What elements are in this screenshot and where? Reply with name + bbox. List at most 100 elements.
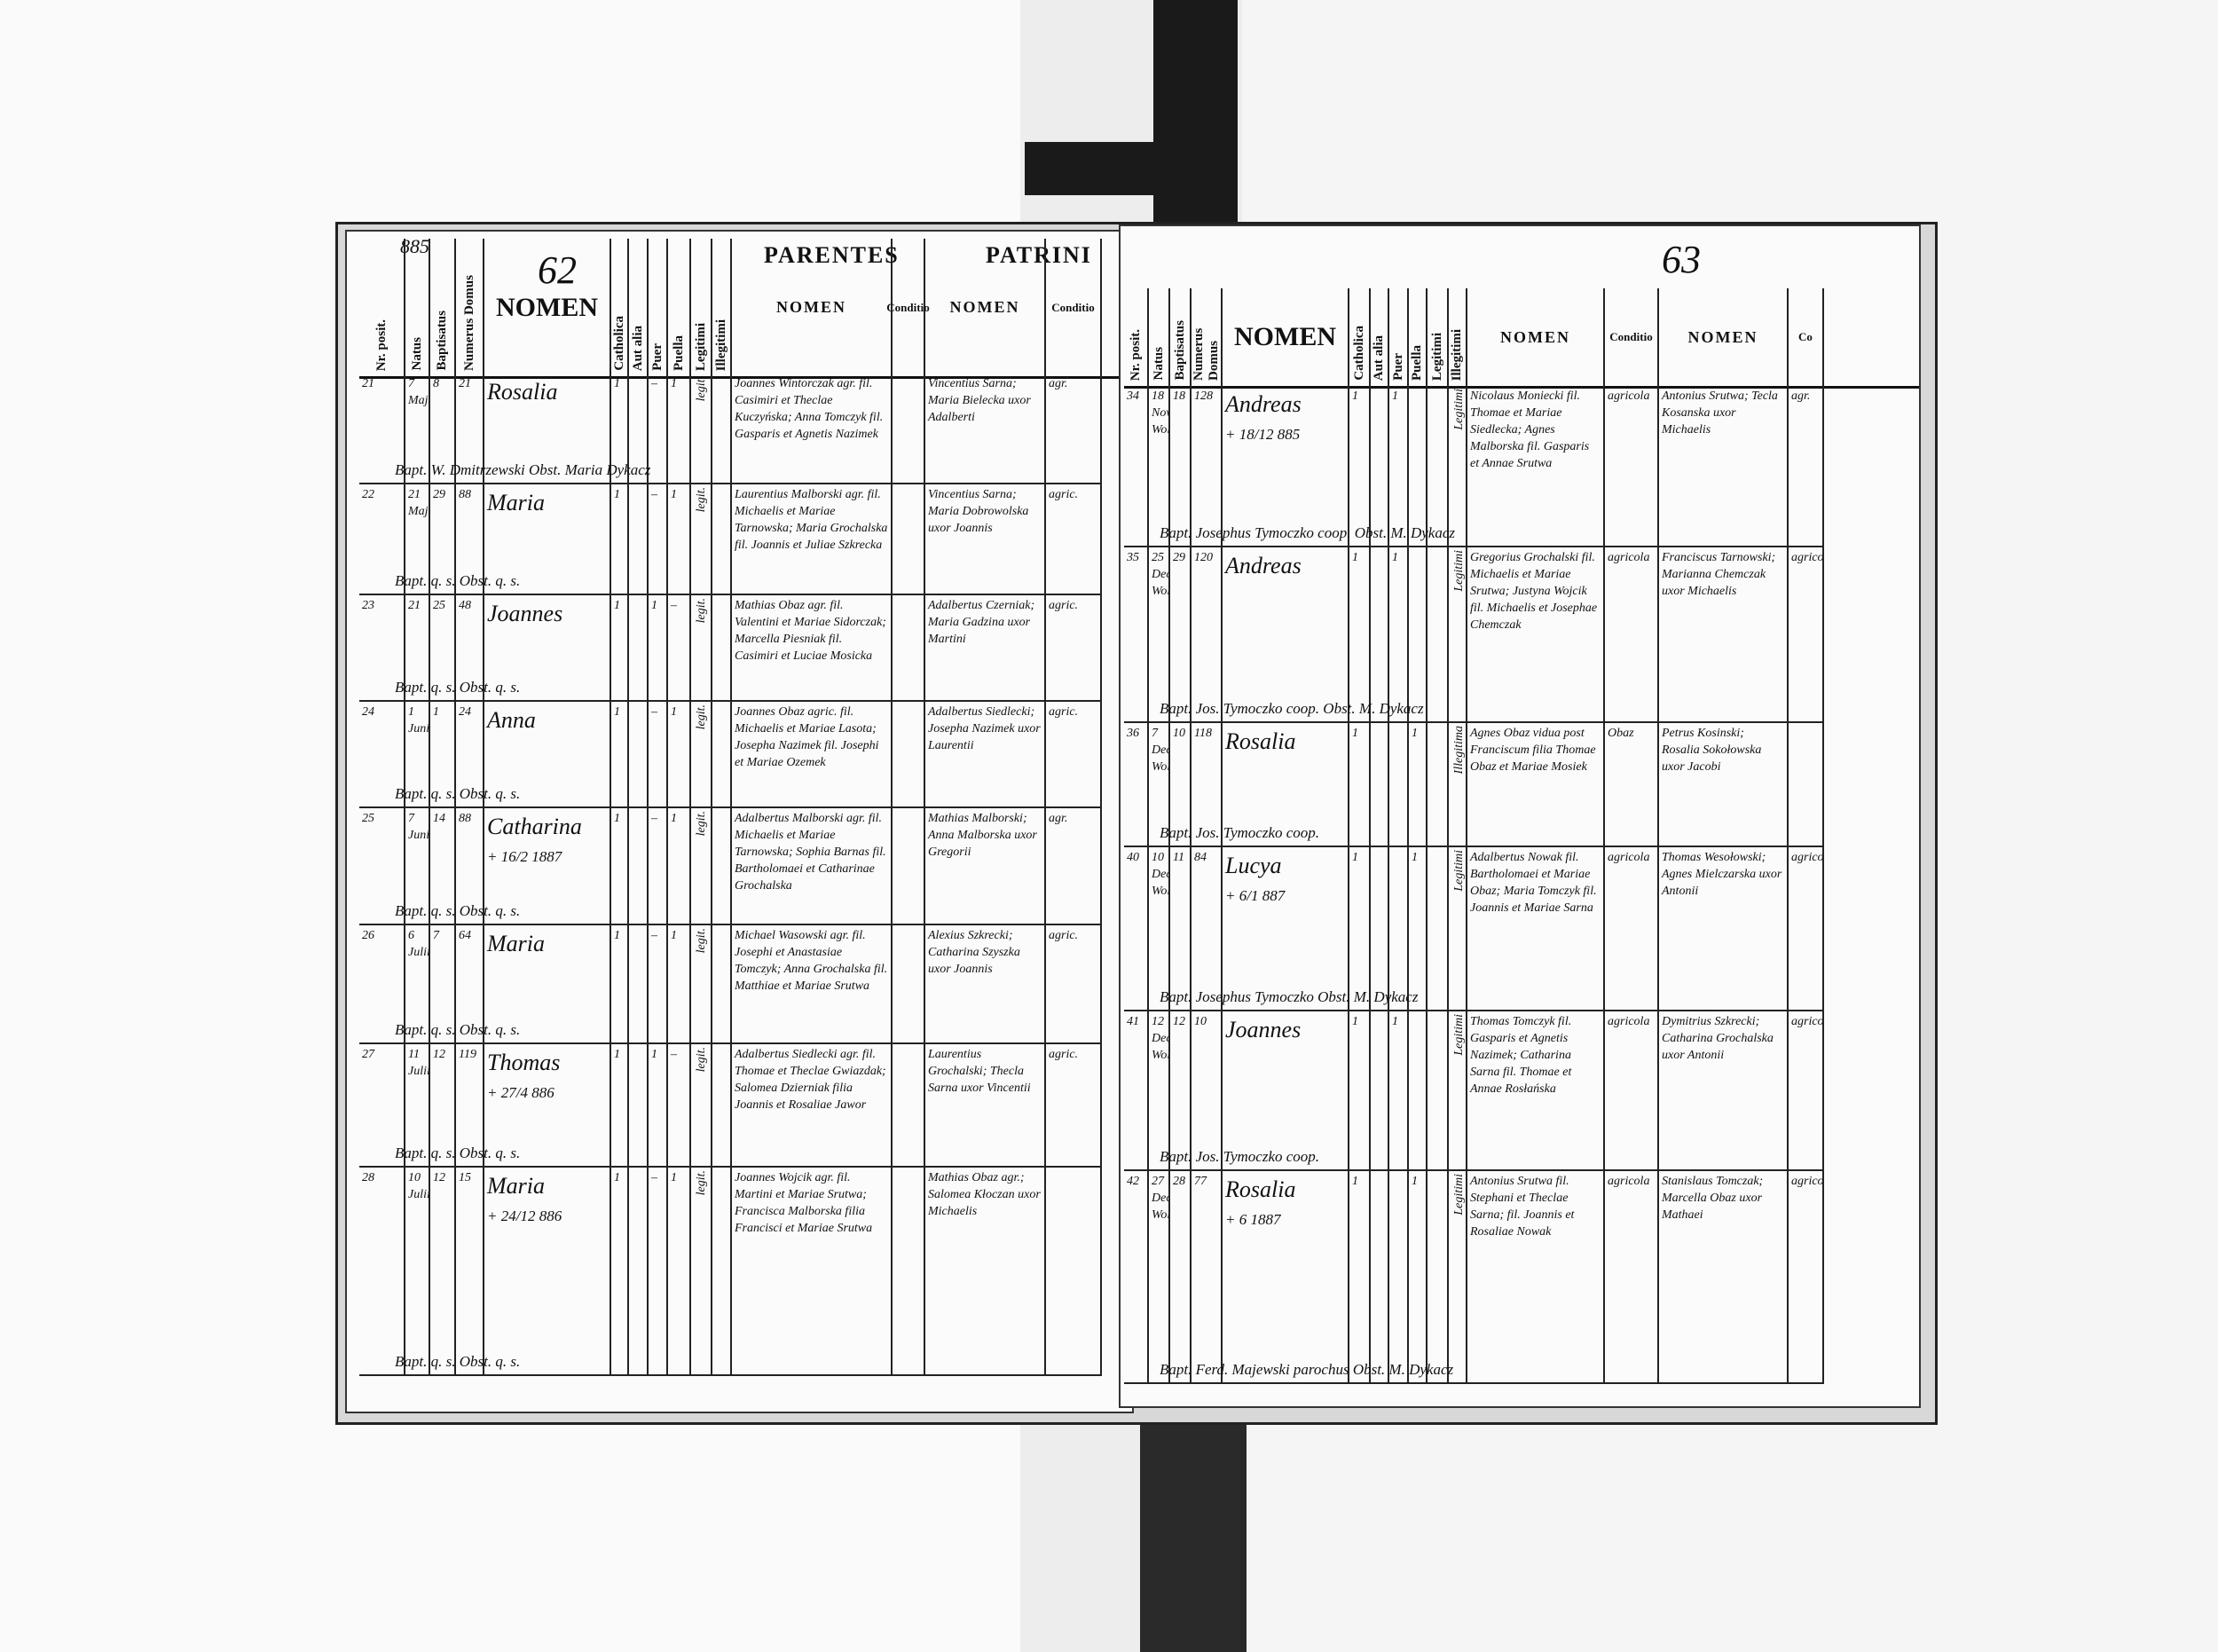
- entry-legit: legit.: [695, 487, 708, 513]
- entry-natus: 18 Novembris Wolczkow: [1152, 389, 1170, 437]
- cell-patrini_cond: agricola: [1789, 847, 1824, 1010]
- entry-puer: –: [651, 705, 657, 719]
- header-legit: Legitimi: [691, 239, 712, 376]
- cell-illegit: [712, 374, 732, 483]
- cell-parents_cond: [893, 925, 925, 1042]
- header-puer: Puer: [649, 343, 665, 371]
- cell-nomen: Maria: [484, 925, 611, 1042]
- baptism-note: Bapt. W. Dmitrzewski Obst. Maria Dykacz: [395, 461, 651, 478]
- entry-domus: 77: [1194, 1175, 1207, 1188]
- header-puella: Puella: [1409, 288, 1428, 386]
- cell-natus: 25 Decembris Wolczkow: [1149, 547, 1170, 721]
- page-number: 63: [1662, 238, 1701, 281]
- cell-parents_cond: [893, 1168, 925, 1374]
- header-bapt: Baptisatus: [1172, 320, 1187, 381]
- cell-nomen: Rosalia: [484, 374, 611, 483]
- entry-domus: 118: [1194, 727, 1212, 740]
- entry-puer: –: [651, 377, 657, 390]
- cell-illegit: Legitimi: [1449, 547, 1467, 721]
- cell-puella: 1: [1409, 723, 1428, 846]
- baptism-note: Bapt. q. s. Obst. q. s.: [395, 572, 521, 589]
- entry-parents: Michael Wasowski agr. fil. Josephi et An…: [735, 929, 888, 993]
- header-patrini-nomen: NOMEN: [1687, 327, 1758, 346]
- cell-nr: 23: [359, 595, 405, 700]
- header-nomen: NOMEN: [484, 239, 611, 376]
- entry-natus: 21: [408, 599, 421, 612]
- entry-domus: 10: [1194, 1015, 1207, 1028]
- cell-natus: 21 Maji: [405, 484, 430, 594]
- entry-puer: 1: [1392, 551, 1398, 564]
- baptism-note: Bapt. q. s. Obst. q. s.: [395, 785, 521, 802]
- entry-natus: 7 Maji: [408, 377, 430, 407]
- cell-parents: Nicolaus Moniecki fil. Thomae et Mariae …: [1467, 386, 1605, 546]
- cell-patrini: Alexius Szkrecki; Catharina Szyszka uxor…: [925, 925, 1046, 1042]
- cell-nr: 34: [1124, 386, 1149, 546]
- cell-illegit: [712, 1168, 732, 1374]
- entry-parents: Joannes Wojcik agr. fil. Martini et Mari…: [735, 1171, 873, 1235]
- entry-domus: 128: [1194, 389, 1213, 403]
- entry-nomen: Maria: [487, 931, 545, 956]
- cell-puer: –: [649, 374, 668, 483]
- entry-nr: 42: [1127, 1175, 1139, 1188]
- entry-bapt: 7: [433, 929, 439, 942]
- entry-bapt: 28: [1173, 1175, 1185, 1188]
- cell-nomen: Joannes: [1223, 1011, 1349, 1169]
- header-cath: Catholica: [1349, 288, 1371, 386]
- cell-puer: [1389, 847, 1409, 1010]
- cell-patrini_cond: agricola: [1789, 547, 1824, 721]
- cell-nomen: Lucya + 6/1 887: [1223, 847, 1349, 1010]
- entry-patrini_cond: agric.: [1049, 599, 1079, 612]
- cell-parents: Adalbertus Malborski agr. fil. Michaelis…: [732, 808, 893, 924]
- entry-patrini: Adalbertus Czerniak; Maria Gadzina uxor …: [928, 599, 1035, 646]
- cell-domus: 15: [456, 1168, 484, 1374]
- left-page: 885 62 PARENTES PATRINI Nr. posit. Natus Bapti…: [345, 230, 1134, 1413]
- header-puer: Puer: [1390, 353, 1405, 381]
- entry-parents: Joannes Wintorczak agr. fil. Casimiri et…: [735, 377, 884, 441]
- cell-patrini: Stanislaus Tomczak; Marcella Obaz uxor M…: [1659, 1171, 1789, 1382]
- cell-cath: 1: [1349, 1011, 1371, 1169]
- cell-parents_cond: [893, 484, 925, 594]
- cell-natus: 12 Decembris Wolczkow: [1149, 1011, 1170, 1169]
- cell-bapt: 8: [430, 374, 456, 483]
- entry-nomen: Catharina: [487, 814, 582, 839]
- entry-parents: Adalbertus Nowak fil. Bartholomaei et Ma…: [1470, 851, 1597, 915]
- entry-puer: 1: [1392, 1015, 1398, 1028]
- cell-puella: 1: [1409, 1171, 1428, 1382]
- register-book: 885 62 PARENTES PATRINI Nr. posit. Natus Bapti…: [335, 222, 1938, 1425]
- header-illegit: Illegitimi: [1449, 288, 1467, 386]
- entry-cath: 1: [1352, 1175, 1358, 1188]
- cell-cath: 1: [1349, 723, 1371, 846]
- cell-bapt: 25: [430, 595, 456, 700]
- header-parents-nomen: NOMEN: [776, 298, 846, 316]
- header-nr: Nr. posit.: [1124, 288, 1149, 386]
- cell-natus: 10 Decembris Wolczkow: [1149, 847, 1170, 1010]
- table-row: 28 10 Julii 12 15 Maria + 24/12 886 1 – 1 legit. J…: [359, 1168, 1102, 1376]
- entry-patrini: Franciscus Tarnowski; Marianna Chemczak …: [1662, 551, 1776, 598]
- entry-domus: 21: [459, 377, 471, 390]
- header-parents-nomen: NOMEN: [1500, 327, 1570, 346]
- cell-parents: Joannes Wintorczak agr. fil. Casimiri et…: [732, 374, 893, 483]
- cell-nomen: Rosalia + 6 1887: [1223, 1171, 1349, 1382]
- entry-patrini: Stanislaus Tomczak; Marcella Obaz uxor M…: [1662, 1175, 1764, 1222]
- baptism-note: Bapt. Jos. Tymoczko coop.: [1160, 824, 1320, 841]
- cell-puella: 1: [668, 925, 691, 1042]
- death-note: + 18/12 885: [1225, 426, 1301, 444]
- entry-nr: 22: [362, 488, 374, 501]
- entry-patrini_cond: agricola: [1791, 1175, 1824, 1188]
- baptism-note: Bapt. q. s. Obst. q. s.: [395, 679, 521, 696]
- entry-parents_cond: Obaz: [1608, 727, 1634, 740]
- cell-puella: [1409, 386, 1428, 546]
- cell-patrini_cond: agric.: [1046, 925, 1102, 1042]
- cell-natus: 7 Maji: [405, 374, 430, 483]
- header-domus: Numerus Domus: [456, 239, 484, 376]
- entry-parents: Laurentius Malborski agr. fil. Michaelis…: [735, 488, 888, 552]
- table-row: 34 18 Novembris Wolczkow18 128 Andreas + 18/…: [1124, 386, 1824, 547]
- entry-puella: 1: [1412, 1175, 1418, 1188]
- entry-patrini_cond: agr.: [1791, 389, 1811, 403]
- header-parents_cond: Conditio: [886, 239, 930, 376]
- column-header-row: Nr. posit. Natus Baptisatus Numerus Domus NO…: [1124, 288, 1919, 389]
- cell-patrini_cond: agric.: [1046, 595, 1102, 700]
- cell-domus: 24: [456, 702, 484, 806]
- cell-alia: [1371, 547, 1389, 721]
- cell-parents: Joannes Wojcik agr. fil. Martini et Mari…: [732, 1168, 893, 1374]
